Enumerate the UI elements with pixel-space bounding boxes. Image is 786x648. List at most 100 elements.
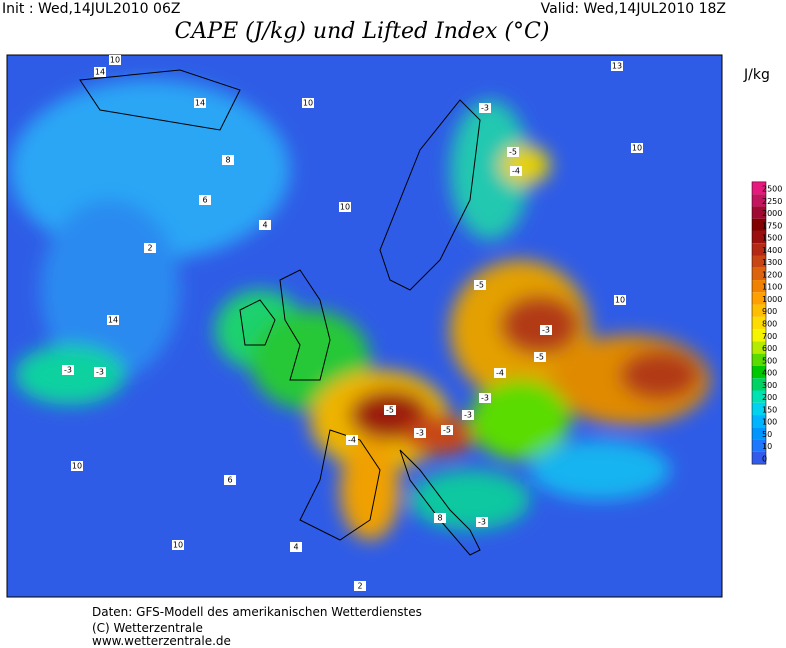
label-box — [71, 461, 83, 471]
isoline-label: 2 — [147, 244, 152, 253]
scale-label: 1750 — [762, 221, 782, 230]
scale-label: 300 — [762, 381, 777, 390]
label-box — [540, 325, 552, 335]
label-box — [224, 475, 236, 485]
label-box — [94, 367, 106, 377]
isoline-label: 10 — [303, 99, 313, 108]
scale-swatch — [752, 365, 766, 379]
scale-label: 2500 — [762, 185, 782, 194]
label-box — [631, 143, 643, 153]
footer-line: Daten: GFS-Modell des amerikanischen Wet… — [92, 605, 422, 619]
isoline-label: 13 — [612, 62, 622, 71]
legend-unit: J/kg — [743, 67, 770, 83]
isoline-label: -3 — [464, 411, 472, 420]
isoline-label: -3 — [96, 368, 104, 377]
map-frame — [6, 54, 723, 598]
label-box — [510, 166, 522, 176]
map-labels: 10 14 14 10 13 8 6 4 2 14 -3 -3 10 -3 -5 -4 -5 -3 -5 -4 -3 -5… — [62, 55, 643, 591]
label-box — [109, 55, 121, 65]
scale-swatch — [752, 181, 766, 195]
scale-swatch — [752, 292, 766, 305]
label-box — [507, 147, 519, 157]
label-box — [222, 155, 234, 165]
label-box — [259, 220, 271, 230]
title: CAPE (J/kg) und Lifted Index (°C) — [175, 19, 550, 44]
scale-label: 400 — [762, 369, 777, 378]
label-box — [346, 435, 358, 445]
scale-label: 700 — [762, 332, 777, 341]
scale-label: 2250 — [762, 197, 782, 206]
label-box — [290, 542, 302, 552]
isoline-label: -3 — [416, 429, 424, 438]
scale-label: 1100 — [762, 283, 782, 292]
scale-label: 800 — [762, 320, 777, 329]
isoline-label: -3 — [478, 518, 486, 527]
label-box — [441, 425, 453, 435]
isoline-label: 14 — [95, 68, 105, 77]
scale-label: 100 — [762, 418, 777, 427]
isoline-label: 2 — [357, 582, 362, 591]
isoline-label: -5 — [536, 353, 544, 362]
scale-label: 150 — [762, 405, 777, 414]
label-box — [462, 410, 474, 420]
label-box — [107, 315, 119, 325]
isoline-label: -3 — [481, 394, 489, 403]
label-box — [611, 61, 623, 71]
label-box — [534, 352, 546, 362]
isoline-label: 10 — [72, 462, 82, 471]
valid-time: Valid: Wed,14JUL2010 18Z — [541, 1, 726, 17]
label-box — [494, 368, 506, 378]
isoline-label: 4 — [262, 221, 267, 230]
scale-swatch — [752, 255, 766, 268]
isoline-label: 6 — [202, 196, 207, 205]
label-box — [414, 428, 426, 438]
footer-line: www.wetterzentrale.de — [92, 634, 231, 648]
isoline-label: 10 — [632, 144, 642, 153]
scale-label: 1300 — [762, 258, 782, 267]
label-box — [479, 103, 491, 113]
scale-label: 1400 — [762, 246, 782, 255]
scale-label: 50 — [762, 430, 772, 439]
scale-swatch — [752, 206, 766, 219]
scale-swatch — [752, 194, 766, 207]
isoline-label: -5 — [476, 281, 484, 290]
scale-swatch — [752, 267, 766, 281]
scale-label: 1200 — [762, 270, 782, 279]
scale-swatch — [752, 451, 766, 465]
scale-swatch — [752, 402, 766, 416]
label-box — [94, 67, 106, 77]
scale-label: 2000 — [762, 209, 782, 218]
scale-swatch — [752, 378, 766, 391]
scale-swatch — [752, 218, 766, 231]
isoline-label: -5 — [386, 406, 394, 415]
label-box — [434, 513, 446, 523]
scale-label: 200 — [762, 393, 777, 402]
isoline-label: 10 — [110, 56, 120, 65]
isoline-label: -4 — [512, 167, 520, 176]
label-box — [354, 581, 366, 591]
label-box — [199, 195, 211, 205]
label-box — [144, 243, 156, 253]
scale-swatch — [752, 230, 766, 244]
isoline-label: 14 — [195, 99, 205, 108]
scale-label: 0 — [762, 455, 767, 464]
isoline-label: 10 — [615, 296, 625, 305]
scale-swatch — [752, 390, 766, 403]
scale-swatch — [752, 243, 766, 256]
isoline-label: 10 — [340, 203, 350, 212]
isoline-label: -3 — [481, 104, 489, 113]
isoline-label: -3 — [64, 366, 72, 375]
scale-swatch — [752, 280, 766, 293]
scale-label: 10 — [762, 442, 772, 451]
scale-swatch — [752, 415, 766, 428]
isoline-label: 4 — [293, 543, 298, 552]
scale-swatch — [752, 439, 766, 452]
init-time: Init : Wed,14JUL2010 06Z — [2, 1, 180, 17]
isoline-label: 10 — [173, 541, 183, 550]
scale-swatch — [752, 329, 766, 342]
isoline-label: 8 — [437, 514, 442, 523]
isoline-label: -4 — [496, 369, 504, 378]
isoline-label: -5 — [509, 148, 517, 157]
isoline-label: 6 — [227, 476, 232, 485]
scale-frame — [751, 181, 767, 465]
